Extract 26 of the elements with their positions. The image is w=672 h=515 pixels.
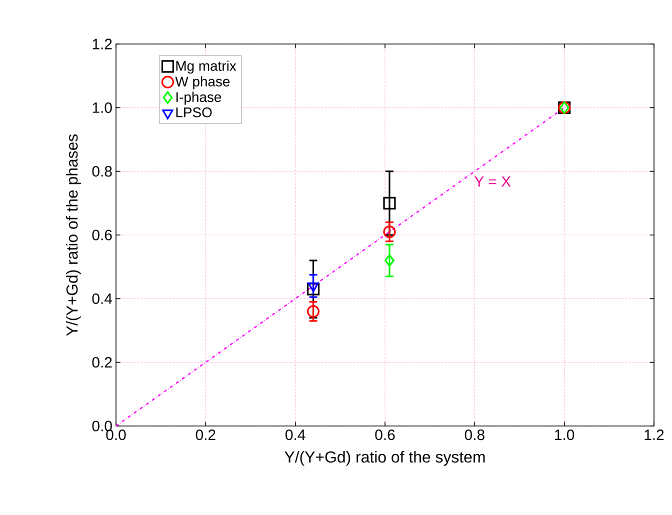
x-tick-label: 1.2: [644, 430, 664, 440]
legend-label: W phase: [175, 76, 230, 90]
x-tick-label: 0.2: [196, 430, 216, 440]
x-tick-label: 0.8: [464, 430, 484, 440]
y-tick-label: 1.0: [92, 102, 112, 113]
x-axis-title: Y/(Y+Gd) ratio of the system: [284, 450, 485, 466]
legend-label: I-phase: [176, 92, 222, 105]
y-axis-title: Y/(Y+Gd) ratio of the phases: [66, 134, 81, 336]
y-tick-label: 0.0: [92, 420, 112, 432]
point: [384, 254, 394, 267]
y-tick-label: 1.2: [92, 38, 112, 50]
x-tick-label: 0.4: [286, 430, 306, 440]
y-tick-label: 0.6: [92, 230, 112, 240]
point: [306, 305, 320, 318]
x-tick-label: 0.0: [106, 430, 126, 440]
y-tick-label: 0.4: [92, 293, 112, 304]
x-tick-label: 1.0: [555, 430, 574, 440]
y-tick-label: 0.8: [92, 166, 112, 177]
legend-label: LPSO: [176, 107, 212, 118]
annotation: Y = X: [474, 176, 511, 187]
x-tick-label: 0.6: [375, 430, 395, 440]
point: [383, 196, 396, 210]
y-tick-label: 0.2: [92, 357, 112, 368]
point: [308, 282, 319, 292]
legend-label: Mg matrix: [176, 60, 236, 74]
point: [383, 226, 396, 238]
